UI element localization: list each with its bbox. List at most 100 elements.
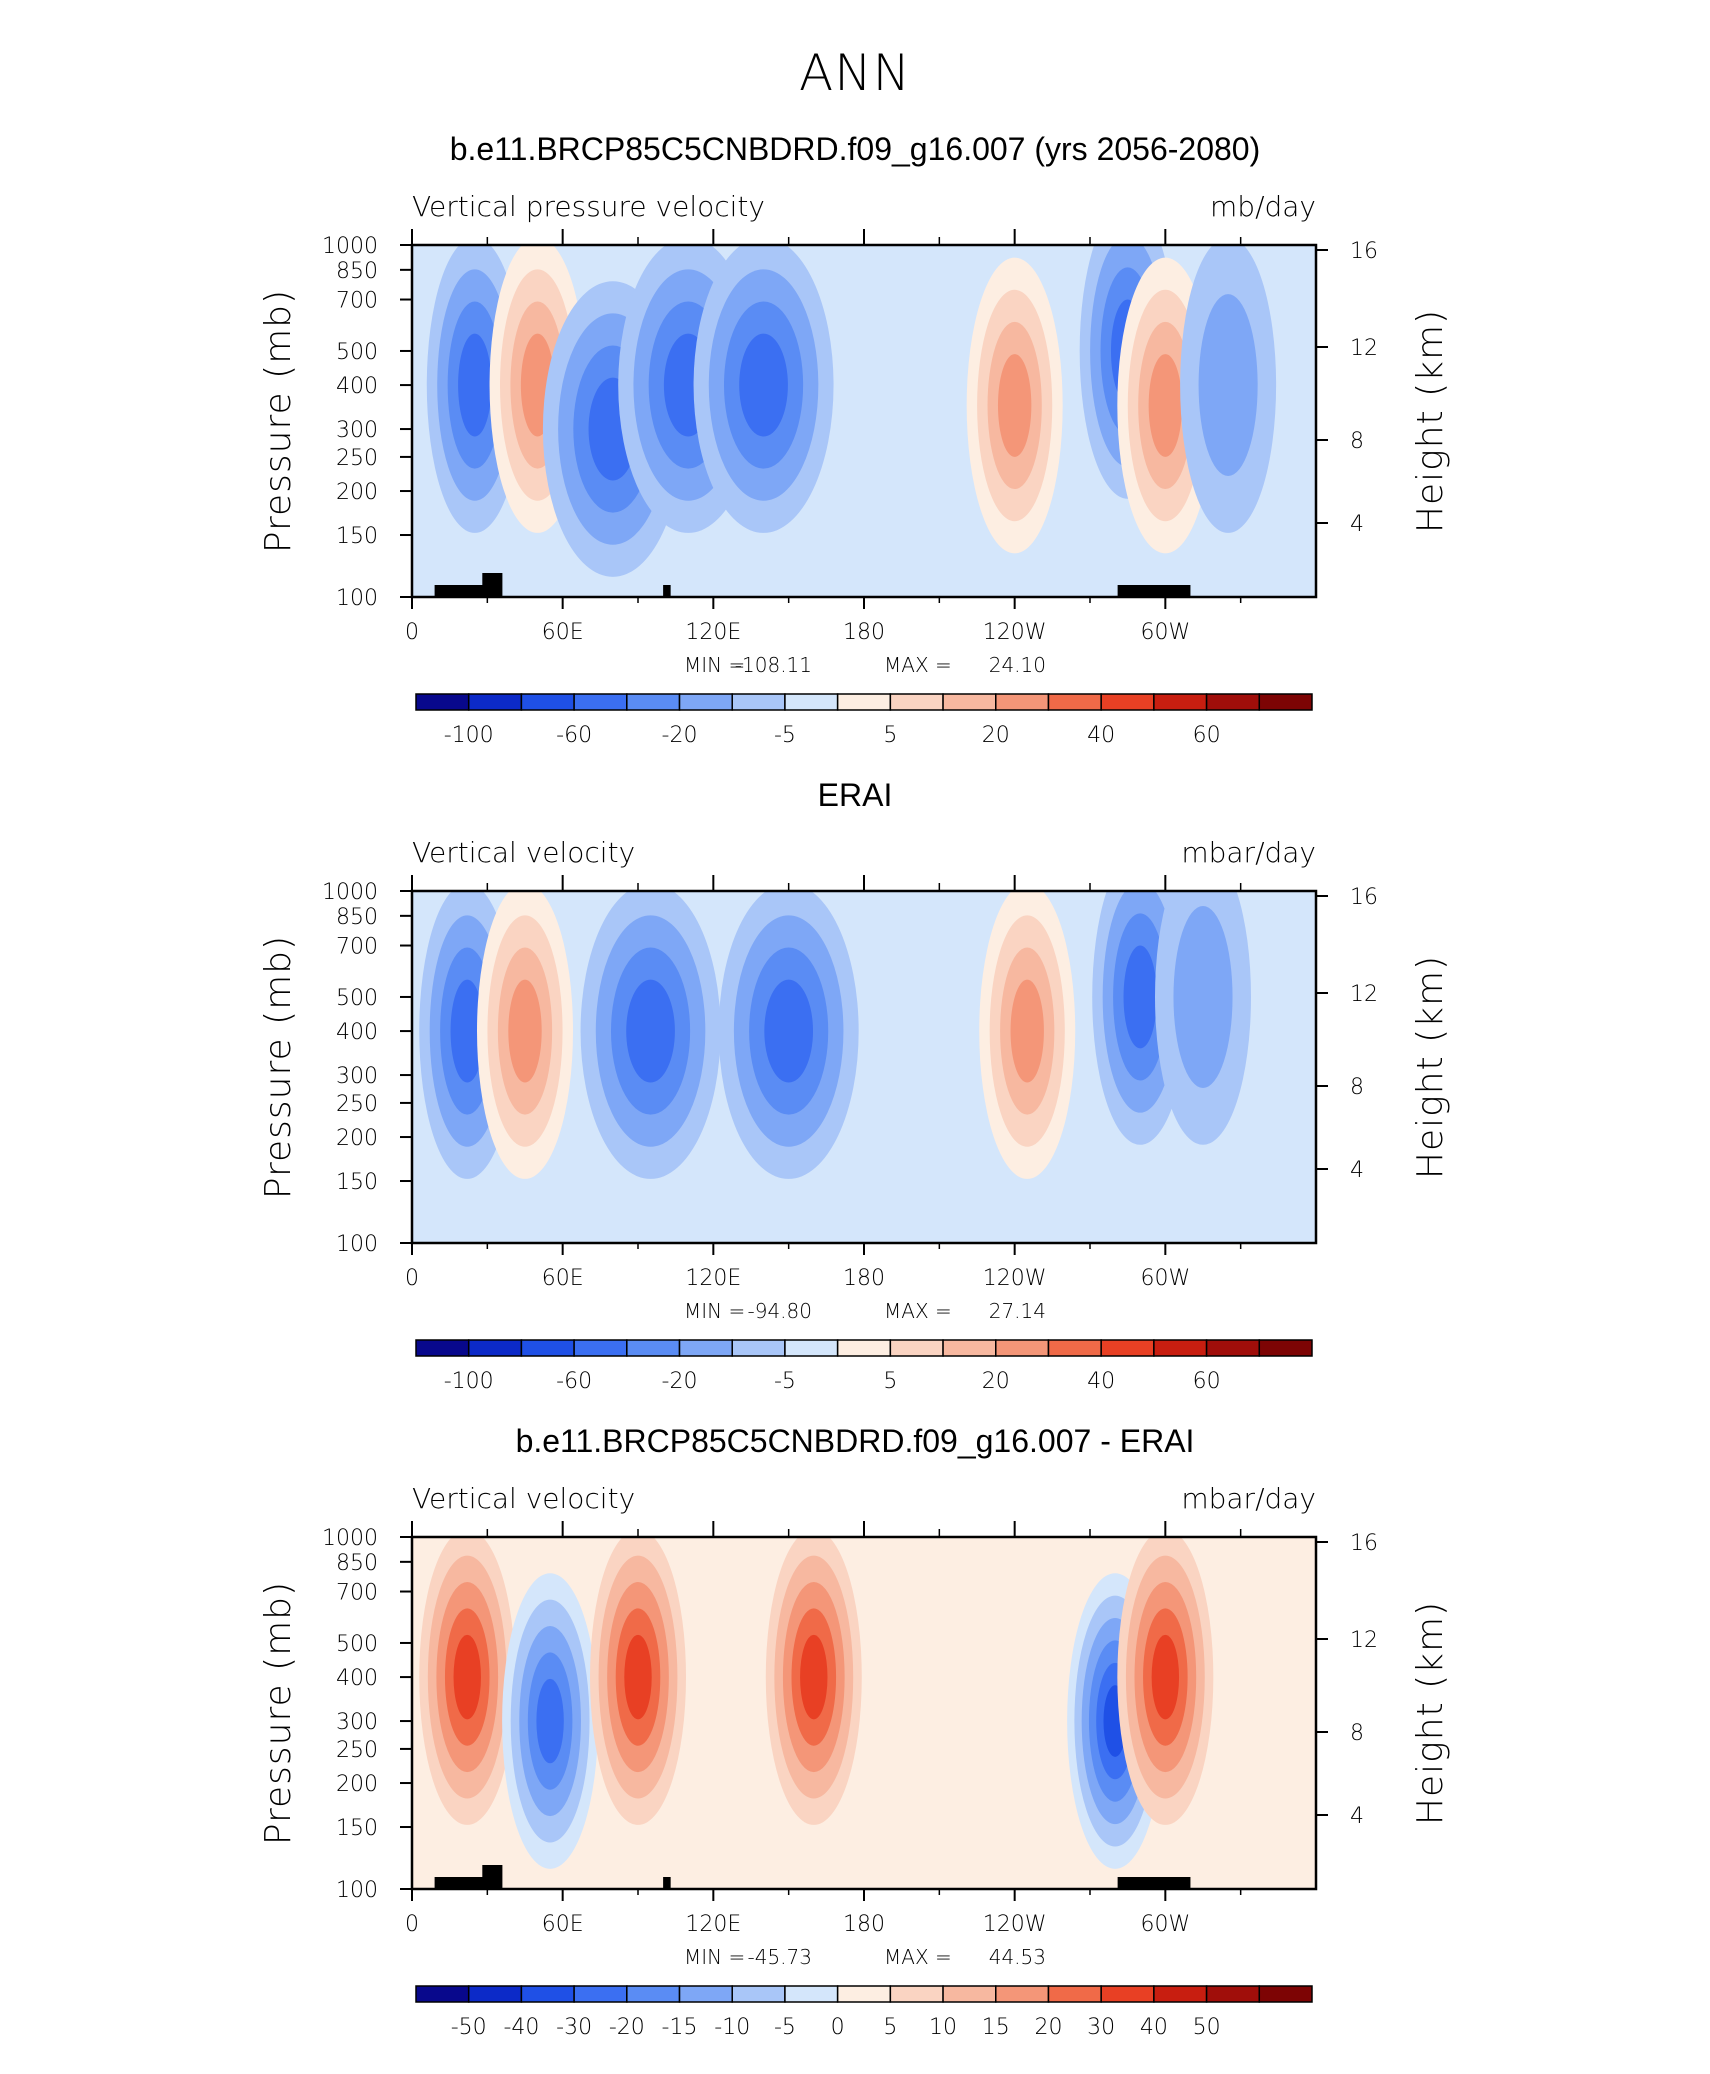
- contour-band: [1173, 905, 1233, 1088]
- contour-band: [739, 333, 788, 437]
- y-tick-label: 100: [336, 586, 378, 611]
- x-tick-label: 0: [405, 1266, 419, 1291]
- x-tick-label: 60W: [1140, 620, 1190, 645]
- colorbar-label: 5: [883, 723, 897, 748]
- colorbar-box: [467, 1985, 523, 2003]
- colorbar-label: 5: [883, 2015, 897, 2040]
- min-label: MIN =: [684, 653, 745, 677]
- contour-band: [1010, 979, 1044, 1083]
- colorbar-box: [1100, 1985, 1155, 2003]
- contour-band: [1151, 1634, 1180, 1720]
- y2-tick-label: 8: [1350, 1721, 1364, 1746]
- max-label: MAX =: [884, 1299, 952, 1323]
- land-mask: [663, 1877, 671, 1889]
- min-label: MIN =: [684, 1945, 745, 1969]
- colorbar-label: -100: [444, 1369, 494, 1394]
- colorbar-box: [520, 1985, 575, 2003]
- y-tick-label: 500: [336, 1632, 378, 1657]
- land-mask: [482, 1865, 503, 1889]
- units-label: mbar/day: [1181, 1482, 1316, 1515]
- x-tick-label: 180: [843, 1912, 885, 1937]
- y-tick-label: 1000: [322, 1526, 378, 1551]
- min-value: -94.80: [748, 1299, 812, 1323]
- colorbar-label: 10: [929, 2015, 957, 2040]
- max-value: 27.14: [989, 1299, 1046, 1323]
- colorbar-box: [731, 1985, 786, 2003]
- x-tick-label: 120E: [685, 1912, 741, 1937]
- y-tick-label: 150: [336, 1816, 378, 1841]
- colorbar-box: [784, 1985, 839, 2003]
- colorbar-label: -40: [503, 2015, 539, 2040]
- colorbar-label: 40: [1087, 1369, 1115, 1394]
- colorbar-label: -5: [774, 723, 796, 748]
- panel-3: b.e11.BRCP85C5CNBDRD.f09_g16.007 - ERAI V…: [0, 1292, 1710, 2040]
- x-tick-label: 120E: [685, 1266, 741, 1291]
- colorbar-label: 20: [1034, 2015, 1062, 2040]
- colorbar-label: -20: [609, 2015, 645, 2040]
- colorbar-label: 60: [1193, 1369, 1221, 1394]
- colorbar-label: 15: [982, 2015, 1010, 2040]
- contour-band: [626, 979, 675, 1083]
- x-tick-label: 0: [405, 620, 419, 645]
- contour-band: [453, 1634, 481, 1720]
- y-tick-label: 250: [336, 1092, 378, 1117]
- colorbar-box: [678, 1985, 733, 2003]
- colorbar-label: 40: [1087, 723, 1115, 748]
- land-mask: [434, 1877, 495, 1889]
- variable-label: Vertical velocity: [412, 836, 635, 869]
- colorbar-label: 60: [1193, 723, 1221, 748]
- colorbar-label: 20: [982, 723, 1010, 748]
- land-mask: [1117, 1877, 1191, 1889]
- y-tick-label: 100: [336, 1232, 378, 1257]
- y2-tick-label: 4: [1350, 512, 1364, 537]
- x-tick-label: 60E: [542, 620, 584, 645]
- land-mask: [482, 573, 503, 597]
- colorbar-label: 20: [982, 1369, 1010, 1394]
- contour-band: [508, 979, 542, 1083]
- colorbar-label: 50: [1193, 2015, 1221, 2040]
- contour-band: [624, 1634, 652, 1720]
- panel-3-chart: b.e11.BRCP85C5CNBDRD.f09_g16.007 - ERAI V…: [258, 1423, 1451, 2040]
- y2-tick-label: 8: [1350, 429, 1364, 454]
- y-tick-label: 150: [336, 524, 378, 549]
- y-tick-label: 500: [336, 340, 378, 365]
- colorbar-box: [1258, 1339, 1313, 1357]
- panel-2: ERAI Vertical velocity mbar/day 0 60E 120E 180…: [0, 646, 1710, 1394]
- y-tick-label: 200: [336, 480, 378, 505]
- colorbar-label: -15: [662, 2015, 698, 2040]
- y2-tick-label: 12: [1350, 336, 1378, 361]
- contour-band: [1198, 294, 1258, 477]
- colorbar-box: [942, 1985, 997, 2003]
- panel-title: ERAI: [818, 777, 893, 813]
- variable-label: Vertical velocity: [412, 1482, 635, 1515]
- x-tick-label: 60W: [1140, 1912, 1190, 1937]
- contour-band: [800, 1634, 828, 1720]
- x-tick-label: 120W: [983, 1912, 1047, 1937]
- y-tick-label: 300: [336, 418, 378, 443]
- colorbar-box: [1153, 1985, 1208, 2003]
- y-tick-label: 300: [336, 1064, 378, 1089]
- land-mask: [1117, 585, 1191, 597]
- colorbar-label: -50: [451, 2015, 487, 2040]
- units-label: mbar/day: [1181, 836, 1316, 869]
- colorbar-label: -20: [662, 723, 698, 748]
- y-tick-label: 700: [336, 289, 378, 314]
- contour-band: [764, 979, 814, 1083]
- min-value: -108.11: [735, 653, 812, 677]
- colorbar-box: [889, 1985, 944, 2003]
- y-tick-label: 250: [336, 446, 378, 471]
- colorbar-box: [626, 1985, 681, 2003]
- y-tick-label: 400: [336, 1020, 378, 1045]
- y2-axis-title: Height (km): [1410, 309, 1451, 533]
- y-tick-label: 300: [336, 1710, 378, 1735]
- colorbar-label: -5: [774, 1369, 796, 1394]
- y2-tick-label: 16: [1350, 1531, 1378, 1556]
- min-label: MIN =: [684, 1299, 745, 1323]
- contour-field: [419, 891, 1251, 1179]
- colorbar-label: 5: [883, 1369, 897, 1394]
- y-tick-label: 700: [336, 935, 378, 960]
- colorbar-box: [836, 1985, 892, 2003]
- contour-band: [1123, 945, 1157, 1049]
- colorbar-label: 40: [1140, 2015, 1168, 2040]
- variable-label: Vertical pressure velocity: [412, 190, 765, 223]
